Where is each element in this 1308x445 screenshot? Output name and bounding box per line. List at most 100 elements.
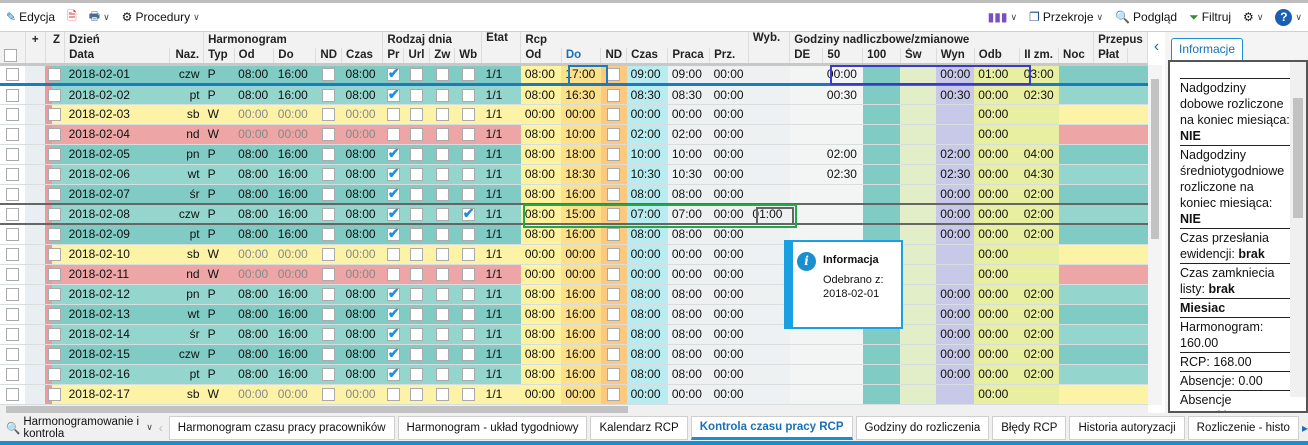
pr-checkbox[interactable] — [386, 248, 400, 262]
table-row[interactable]: 2018-02-04 nd W 00:00 00:00 00:00 1/1 08:00 10:0… — [0, 124, 1148, 145]
wb-checkbox[interactable] — [461, 148, 475, 162]
zw-checkbox[interactable] — [435, 148, 449, 162]
procedures-button[interactable]: ⚙ Procedury ∨ — [121, 10, 200, 24]
zw-checkbox[interactable] — [435, 348, 449, 362]
pr-checkbox[interactable] — [386, 285, 400, 302]
zw-checkbox[interactable] — [435, 368, 449, 382]
rcp-nd-checkbox[interactable] — [607, 288, 621, 302]
zw-checkbox[interactable] — [435, 88, 449, 102]
table-row[interactable]: 2018-02-13wtP08:0016:0008:001/108:0016:0… — [0, 304, 1148, 325]
schedule-nd-checkbox[interactable] — [322, 248, 336, 262]
header-plus[interactable]: + — [25, 32, 46, 48]
row-select-checkbox[interactable] — [6, 128, 20, 142]
row-select-checkbox[interactable] — [6, 228, 20, 242]
url-checkbox[interactable] — [410, 368, 424, 382]
z-checkbox[interactable] — [48, 108, 62, 122]
url-checkbox[interactable] — [410, 388, 424, 402]
schedule-nd-checkbox[interactable] — [322, 187, 336, 201]
table-row[interactable]: 2018-02-10 sb W 00:00 00:00 00:00 1/1 00:00 00:0… — [0, 244, 1148, 265]
table-row[interactable]: 2018-02-17 sb W 00:00 00:00 00:00 1/1 00:00 00:0… — [0, 384, 1148, 405]
wb-checkbox[interactable] — [461, 108, 475, 122]
tab-6[interactable]: Historia autoryzacji — [1069, 415, 1185, 440]
rcp-nd-checkbox[interactable] — [607, 148, 621, 162]
schedule-nd-checkbox[interactable] — [322, 208, 336, 222]
z-checkbox[interactable] — [48, 88, 62, 102]
wb-checkbox[interactable] — [461, 288, 475, 302]
zw-checkbox[interactable] — [435, 288, 449, 302]
edit-button[interactable]: ✎ Edycja — [6, 10, 56, 24]
zw-checkbox[interactable] — [435, 208, 449, 222]
zw-checkbox[interactable] — [435, 228, 449, 242]
wb-checkbox[interactable] — [461, 228, 475, 242]
wb-checkbox[interactable] — [461, 328, 475, 342]
table-row[interactable]: 2018-02-03 sb W 00:00 00:00 00:00 1/1 00:00 00:0… — [0, 104, 1148, 125]
wb-checkbox[interactable] — [461, 88, 475, 102]
url-checkbox[interactable] — [410, 328, 424, 342]
schedule-nd-checkbox[interactable] — [322, 68, 336, 81]
row-select-checkbox[interactable] — [6, 148, 20, 162]
rcp-nd-checkbox[interactable] — [607, 388, 621, 402]
wb-checkbox[interactable] — [461, 206, 475, 222]
tab-7[interactable]: Rozliczenie - histo — [1187, 415, 1299, 440]
schedule-nd-checkbox[interactable] — [322, 88, 336, 102]
url-checkbox[interactable] — [410, 148, 424, 162]
row-select-checkbox[interactable] — [6, 388, 20, 402]
table-row[interactable]: 2018-02-15czwP08:0016:0008:001/108:0016:… — [0, 344, 1148, 365]
zw-checkbox[interactable] — [435, 388, 449, 402]
z-checkbox[interactable] — [48, 308, 62, 322]
schedule-nd-checkbox[interactable] — [322, 368, 336, 382]
pr-checkbox[interactable] — [386, 225, 400, 242]
schedule-nd-checkbox[interactable] — [322, 128, 336, 142]
rcp-nd-checkbox[interactable] — [607, 187, 621, 201]
table-row[interactable]: 2018-02-07śrP08:0016:0008:001/108:0016:0… — [0, 184, 1148, 205]
z-checkbox[interactable] — [48, 328, 62, 342]
rcp-nd-checkbox[interactable] — [607, 268, 621, 282]
rcp-nd-checkbox[interactable] — [607, 108, 621, 122]
wb-checkbox[interactable] — [461, 388, 475, 402]
url-checkbox[interactable] — [410, 308, 424, 322]
rcp-nd-checkbox[interactable] — [607, 88, 621, 102]
module-selector[interactable]: 🔍 Harmonogramowanie i kontrola ∨ — [6, 415, 153, 440]
wb-checkbox[interactable] — [461, 348, 475, 362]
z-checkbox[interactable] — [48, 388, 62, 402]
z-checkbox[interactable] — [48, 268, 62, 282]
pr-checkbox[interactable] — [386, 388, 400, 402]
z-checkbox[interactable] — [48, 348, 62, 362]
rcp-nd-checkbox[interactable] — [607, 128, 621, 142]
z-checkbox[interactable] — [48, 248, 62, 262]
schedule-nd-checkbox[interactable] — [322, 268, 336, 282]
chart-button[interactable]: ▮▮▮ ∨ — [982, 5, 1023, 29]
z-checkbox[interactable] — [48, 208, 62, 222]
url-checkbox[interactable] — [410, 187, 424, 201]
zw-checkbox[interactable] — [435, 168, 449, 182]
pr-checkbox[interactable] — [386, 305, 400, 322]
schedule-nd-checkbox[interactable] — [322, 228, 336, 242]
pr-checkbox[interactable] — [386, 108, 400, 122]
zw-checkbox[interactable] — [435, 108, 449, 122]
url-checkbox[interactable] — [410, 348, 424, 362]
tab-informacje[interactable]: Informacje — [1171, 38, 1243, 60]
z-checkbox[interactable] — [48, 168, 62, 182]
schedule-nd-checkbox[interactable] — [322, 308, 336, 322]
zw-checkbox[interactable] — [435, 187, 449, 201]
row-select-checkbox[interactable] — [6, 88, 20, 102]
url-checkbox[interactable] — [410, 88, 424, 102]
row-select-checkbox[interactable] — [6, 108, 20, 122]
table-row[interactable]: 2018-02-16ptP08:0016:0008:001/108:0016:0… — [0, 364, 1148, 385]
row-select-checkbox[interactable] — [6, 368, 20, 382]
rcp-nd-checkbox[interactable] — [607, 248, 621, 262]
url-checkbox[interactable] — [410, 208, 424, 222]
table-row[interactable]: 2018-02-14śrP08:0016:0008:001/108:0016:0… — [0, 324, 1148, 345]
print-button[interactable]: 🖶 ∨ — [83, 5, 116, 29]
row-select-checkbox[interactable] — [6, 328, 20, 342]
pr-checkbox[interactable] — [386, 365, 400, 382]
table-row[interactable]: 2018-02-08czwP08:0016:0008:001/108:0015:… — [0, 203, 1148, 225]
z-checkbox[interactable] — [48, 148, 62, 162]
table-row[interactable]: 2018-02-09ptP08:0016:0008:001/108:0016:0… — [0, 224, 1148, 245]
wb-checkbox[interactable] — [461, 268, 475, 282]
preview-button[interactable]: 🔍 Podgląd — [1115, 10, 1178, 24]
row-select-checkbox[interactable] — [6, 68, 20, 81]
pr-checkbox[interactable] — [386, 67, 400, 81]
url-checkbox[interactable] — [410, 108, 424, 122]
schedule-nd-checkbox[interactable] — [322, 108, 336, 122]
